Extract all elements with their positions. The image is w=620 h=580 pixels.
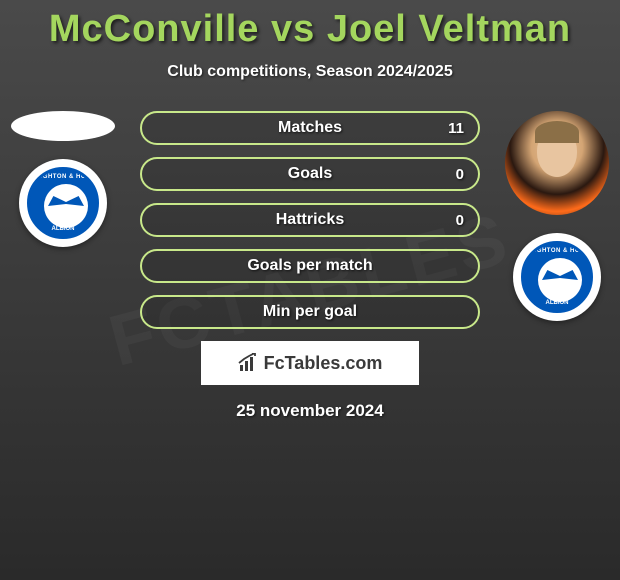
seagull-icon [48, 196, 84, 212]
badge-text-top: BRIGHTON & HOVE [30, 174, 96, 180]
player-left-column: BRIGHTON & HOVE ALBION [8, 111, 118, 247]
player-right-club-badge: BRIGHTON & HOVE ALBION [513, 233, 601, 321]
stat-label: Goals per match [247, 257, 372, 275]
stat-row-hattricks: Hattricks 0 [140, 203, 480, 237]
stat-row-goals: Goals 0 [140, 157, 480, 191]
stat-right-value: 0 [456, 166, 464, 183]
player-right-avatar [505, 111, 609, 215]
stat-label: Goals [288, 165, 332, 183]
brand-attribution[interactable]: FcTables.com [201, 341, 419, 385]
stat-row-min-per-goal: Min per goal [140, 295, 480, 329]
player-left-avatar [11, 111, 115, 141]
player-left-club-badge: BRIGHTON & HOVE ALBION [19, 159, 107, 247]
stat-right-value: 0 [456, 212, 464, 229]
stats-list: Matches 11 Goals 0 Hattricks 0 Goals per… [140, 111, 480, 329]
bar-chart-icon [238, 353, 260, 373]
comparison-subtitle: Club competitions, Season 2024/2025 [0, 63, 620, 81]
comparison-title: McConville vs Joel Veltman [0, 0, 620, 51]
badge-text-bottom: ALBION [524, 300, 590, 306]
stat-label: Min per goal [263, 303, 357, 321]
stat-row-matches: Matches 11 [140, 111, 480, 145]
stat-label: Hattricks [276, 211, 344, 229]
badge-text-bottom: ALBION [30, 226, 96, 232]
brand-text: FcTables.com [264, 353, 383, 374]
badge-text-top: BRIGHTON & HOVE [524, 248, 590, 254]
comparison-content: BRIGHTON & HOVE ALBION BRIGHTON & HOVE A… [0, 111, 620, 421]
player-right-column: BRIGHTON & HOVE ALBION [502, 111, 612, 321]
stat-row-goals-per-match: Goals per match [140, 249, 480, 283]
seagull-icon [542, 270, 578, 286]
stat-label: Matches [278, 119, 342, 137]
comparison-date: 25 november 2024 [0, 401, 620, 421]
stat-right-value: 11 [448, 120, 464, 137]
